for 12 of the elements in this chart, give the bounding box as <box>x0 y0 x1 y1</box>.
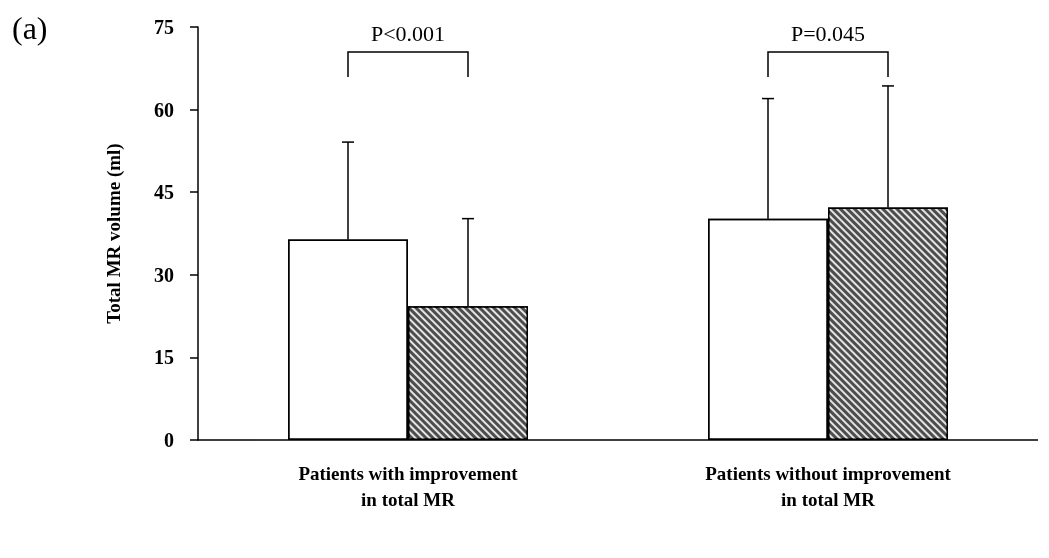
x-tick-label: Patients with improvement in total MR <box>298 462 519 510</box>
y-tick-label: 75 <box>154 16 174 38</box>
y-tick-label: 0 <box>164 429 174 451</box>
y-tick-label: 15 <box>154 346 174 369</box>
y-tick-label: 45 <box>154 181 174 204</box>
annotation: P<0.001 <box>370 20 446 46</box>
y-tick-label: 30 <box>154 263 174 286</box>
x-tick-label: Patients without improvement in total MR <box>705 462 952 510</box>
text: (a) <box>12 10 48 46</box>
y-axis-title: Total MR volume (ml) <box>103 143 125 324</box>
annotation: P=0.045 <box>790 20 866 46</box>
y-tick-label: 60 <box>154 98 174 121</box>
